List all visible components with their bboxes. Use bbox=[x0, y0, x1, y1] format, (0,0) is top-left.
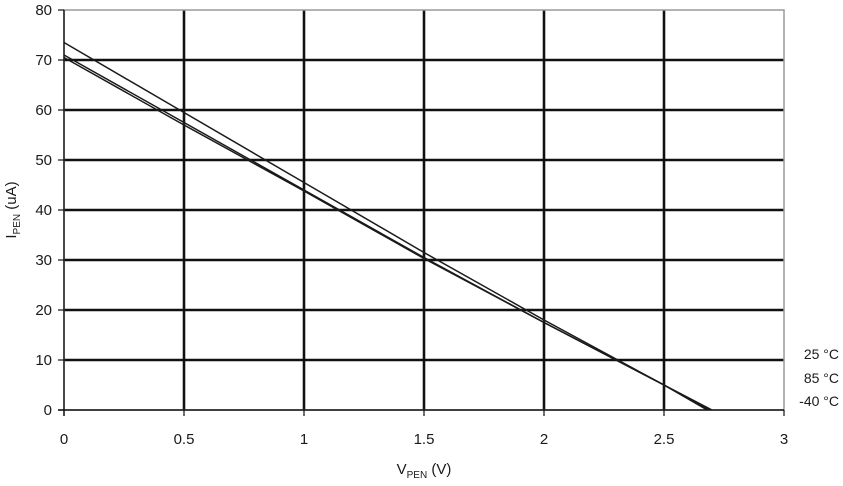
y-tick-label: 70 bbox=[35, 52, 52, 69]
y-tick-label: 40 bbox=[35, 202, 52, 219]
y-tick-label: 50 bbox=[35, 152, 52, 169]
y-tick-label: 60 bbox=[35, 102, 52, 119]
y-tick-label: 20 bbox=[35, 302, 52, 319]
y-tick-label: 10 bbox=[35, 352, 52, 369]
x-tick-labels: 0 0.5 1 1.5 2 2.5 3 bbox=[60, 431, 788, 448]
legend: 25 °C 85 °C -40 °C bbox=[799, 346, 839, 409]
series-line-2 bbox=[63, 56, 708, 411]
legend-label: 85 °C bbox=[804, 370, 839, 386]
y-tick-label: 30 bbox=[35, 252, 52, 269]
x-axis-label: VPEN (V) bbox=[397, 461, 452, 481]
y-tick-label: 0 bbox=[44, 402, 52, 419]
series-line-0 bbox=[63, 41, 713, 411]
x-tick-label: 3 bbox=[780, 431, 788, 448]
legend-label: -40 °C bbox=[799, 393, 839, 409]
x-tick-label: 2.5 bbox=[654, 431, 675, 448]
x-tick-label: 2 bbox=[540, 431, 548, 448]
y-tick-label: 80 bbox=[35, 2, 52, 19]
series-lines bbox=[63, 41, 713, 411]
y-tick-labels: 0 10 20 30 40 50 60 70 80 bbox=[35, 2, 52, 419]
x-tick-label: 1.5 bbox=[414, 431, 435, 448]
legend-label: 25 °C bbox=[804, 346, 839, 362]
x-tick-label: 1 bbox=[300, 431, 308, 448]
x-tick-label: 0 bbox=[60, 431, 68, 448]
y-axis-label: IPEN (uA) bbox=[3, 181, 23, 238]
x-tick-label: 0.5 bbox=[174, 431, 195, 448]
axes bbox=[58, 9, 785, 416]
grid bbox=[64, 10, 784, 410]
